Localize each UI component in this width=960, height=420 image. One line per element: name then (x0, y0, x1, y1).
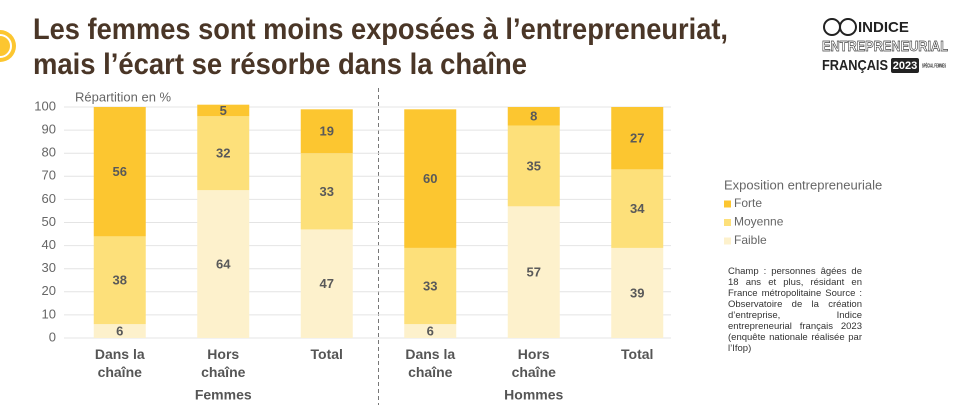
data-label: 6 (116, 324, 123, 339)
y-tick-label: 20 (42, 283, 56, 298)
x-tick-label: Dans la chaîne (405, 346, 456, 380)
data-label: 5 (220, 103, 227, 118)
bar-segment (197, 104, 250, 117)
y-tick-label: 80 (42, 145, 56, 160)
data-label: 34 (630, 201, 645, 216)
y-tick-label: 0 (49, 329, 56, 344)
logo-text: ENTREPRENEURIAL (822, 38, 948, 55)
y-tick-label: 30 (42, 260, 56, 275)
note: Champ : personnes âgées de 18 ans et plu… (728, 266, 862, 354)
bar-segment (197, 190, 250, 338)
data-label: 27 (630, 131, 644, 146)
logo-badge (891, 58, 919, 73)
bar-segment (93, 107, 146, 237)
chart-title: Les femmes sont moins exposées à l’entre… (33, 13, 728, 46)
data-label: 33 (423, 278, 437, 293)
data-label: 57 (527, 265, 541, 280)
bar-segment (404, 247, 457, 325)
bar-segment (611, 247, 664, 338)
logo-text: SPÉCIAL FEMMES (922, 61, 946, 69)
data-label: 38 (113, 273, 127, 288)
bar-segment (93, 324, 146, 338)
legend-title: Exposition entrepreneuriale (724, 177, 882, 192)
data-label: 8 (530, 109, 537, 124)
group-label: Femmes (195, 387, 252, 403)
legend-label: Moyenne (734, 215, 784, 229)
x-tick-label: Dans la chaîne (94, 346, 145, 380)
y-tick-label: 10 (42, 306, 56, 321)
bar-segment (300, 229, 353, 338)
data-label: 33 (320, 184, 334, 199)
logo-icon (823, 18, 841, 36)
y-tick-label: 90 (42, 122, 56, 137)
logo: INDICE ENTREPRENEURIAL FRANÇAIS 2023 SPÉ… (822, 18, 948, 74)
data-label: 32 (216, 146, 230, 161)
legend-swatch (724, 237, 731, 245)
chart-title: mais l’écart se résorbe dans la chaîne (33, 48, 527, 81)
logo-text: INDICE (858, 19, 909, 36)
decor (0, 30, 16, 62)
data-label: 6 (427, 324, 434, 339)
y-tick-label: 40 (42, 237, 56, 252)
y-tick-label: 50 (42, 214, 56, 229)
bar-segment (507, 107, 560, 126)
y-tick-label: 60 (42, 191, 56, 206)
bar-segment (300, 153, 353, 230)
x-tick-label: Total (310, 346, 343, 362)
data-label: 56 (113, 164, 127, 179)
y-tick-label: 100 (34, 98, 56, 113)
legend-label: Forte (734, 196, 762, 210)
bar-segment (93, 236, 146, 325)
data-label: 39 (630, 285, 644, 300)
data-label: 60 (423, 171, 437, 186)
bar-segment (611, 107, 664, 170)
logo-icon (839, 18, 857, 36)
group-label: Hommes (504, 387, 563, 403)
logo-text: 2023 (893, 60, 917, 72)
bar-segment (404, 109, 457, 248)
data-label: 19 (320, 124, 334, 139)
decor (0, 34, 12, 58)
x-tick-label: Hors chaîne (511, 346, 556, 380)
bar-segment (611, 169, 664, 248)
legend-swatch (724, 200, 731, 208)
y-axis-label: Répartition en % (75, 89, 172, 104)
data-label: 47 (320, 276, 334, 291)
data-label: 35 (527, 158, 541, 173)
x-tick-label: Total (621, 346, 654, 362)
logo-text: FRANÇAIS (822, 57, 888, 74)
data-label: 64 (216, 257, 231, 272)
bar-segment (507, 125, 560, 207)
bar-segment (197, 116, 250, 191)
x-tick-label: Hors chaîne (201, 346, 246, 380)
bar-segment (507, 206, 560, 338)
bar-segment (300, 109, 353, 154)
bar-segment (404, 324, 457, 338)
y-tick-label: 70 (42, 168, 56, 183)
legend-swatch (724, 219, 731, 226)
legend-label: Faible (734, 233, 767, 247)
